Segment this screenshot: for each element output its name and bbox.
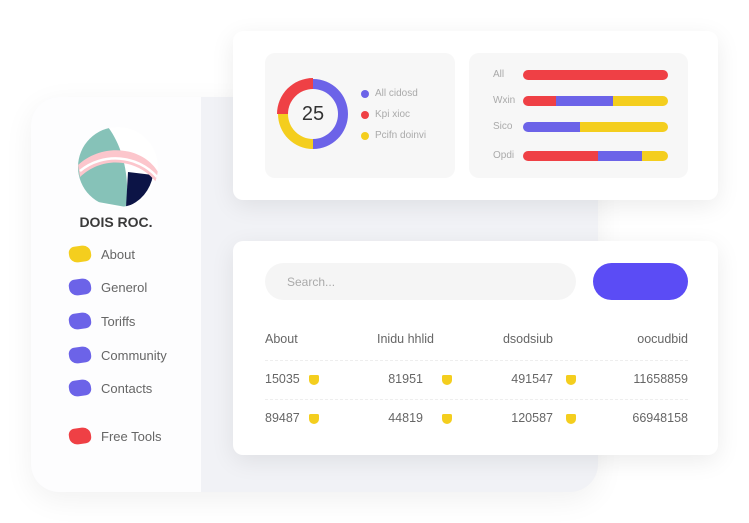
search-button[interactable] xyxy=(593,263,688,300)
sidebar-item-label: Community xyxy=(101,347,167,363)
table-cell: 89487 xyxy=(265,411,300,425)
bars-panel: All Wxin Sico Opdi xyxy=(469,53,688,178)
column-header: About xyxy=(265,332,298,346)
nav-blob-icon xyxy=(67,244,93,264)
sidebar: DOIS ROC. About Generol Toriffs Community Co… xyxy=(31,97,201,492)
shield-icon xyxy=(442,414,452,424)
shield-icon xyxy=(309,414,319,424)
bar-label: Sico xyxy=(493,121,513,132)
sidebar-item-label: About xyxy=(101,246,135,262)
stacked-bar xyxy=(523,151,668,161)
sidebar-item-toriffs[interactable]: Toriffs xyxy=(67,311,136,331)
brand-logo xyxy=(78,127,158,207)
column-header: Inidu hhlid xyxy=(377,332,434,346)
shield-icon xyxy=(442,375,452,385)
donut-chart xyxy=(277,78,348,149)
table-cell: 81951 xyxy=(388,372,423,386)
row-divider xyxy=(265,360,688,361)
bar-label: Wxin xyxy=(493,95,516,106)
bar-segment xyxy=(556,96,613,106)
table-cell: 15035 xyxy=(265,372,300,386)
sidebar-item-label: Free Tools xyxy=(101,428,162,444)
table-card: About Inidu hhlid dsodsiub oocudbid 15035 819… xyxy=(233,241,718,455)
nav-blob-icon xyxy=(67,345,93,365)
legend-label: Kpi xioc xyxy=(375,109,411,120)
nav-blob-icon xyxy=(67,378,93,398)
nav-blob-icon xyxy=(67,426,93,446)
legend-item: All cidosd xyxy=(361,88,418,99)
stacked-bar xyxy=(523,96,668,106)
row-divider xyxy=(265,399,688,400)
sidebar-item-generol[interactable]: Generol xyxy=(67,277,148,297)
donut-segment xyxy=(277,78,313,114)
sidebar-item-contacts[interactable]: Contacts xyxy=(67,378,153,398)
sidebar-item-community[interactable]: Community xyxy=(67,345,167,365)
donut-segment xyxy=(313,79,348,149)
sidebar-item-free-tools[interactable]: Free Tools xyxy=(67,426,162,446)
nav-blob-icon xyxy=(67,277,93,297)
shield-icon xyxy=(309,375,319,385)
bar-label: All xyxy=(493,69,505,80)
legend-item: Kpi xioc xyxy=(361,109,410,120)
table-cell: 11658859 xyxy=(633,372,688,386)
legend-dot-icon xyxy=(361,89,369,98)
column-header: oocudbid xyxy=(637,332,688,346)
donut-panel: 25 All cidosd Kpi xioc Pcifn doinvi xyxy=(265,53,455,178)
donut-value: 25 xyxy=(301,103,325,125)
bar-segment xyxy=(598,151,642,161)
bar-segment xyxy=(523,70,668,80)
nav-blob-icon xyxy=(67,311,93,331)
legend-label: Pcifn doinvi xyxy=(375,130,427,141)
bar-segment xyxy=(641,151,668,161)
bar-segment xyxy=(579,122,668,132)
legend-dot-icon xyxy=(361,110,369,119)
sidebar-item-label: Toriffs xyxy=(101,313,136,329)
stacked-bar xyxy=(523,122,668,132)
brand-name: DOIS ROC. xyxy=(79,214,153,230)
legend-item: Pcifn doinvi xyxy=(361,130,426,141)
stats-card: 25 All cidosd Kpi xioc Pcifn doinvi All Wxi… xyxy=(233,31,718,200)
bar-segment xyxy=(523,151,599,161)
sidebar-item-label: Generol xyxy=(101,279,148,295)
bar-label: Opdi xyxy=(493,150,515,161)
sidebar-item-about[interactable]: About xyxy=(67,244,135,264)
bar-segment xyxy=(612,96,668,106)
table-cell: 66948158 xyxy=(632,411,688,425)
search-input[interactable] xyxy=(265,263,576,300)
stacked-bar xyxy=(523,70,668,80)
table-cell: 44819 xyxy=(388,411,423,425)
table-cell: 120587 xyxy=(511,411,553,425)
donut-segment xyxy=(278,114,313,149)
bar-segment xyxy=(523,122,580,132)
shield-icon xyxy=(566,375,576,385)
shield-icon xyxy=(566,414,576,424)
legend-label: All cidosd xyxy=(375,88,418,99)
sidebar-item-label: Contacts xyxy=(101,380,153,396)
table-cell: 491547 xyxy=(511,372,553,386)
legend-dot-icon xyxy=(361,131,369,140)
bar-segment xyxy=(523,96,557,106)
column-header: dsodsiub xyxy=(502,332,553,346)
